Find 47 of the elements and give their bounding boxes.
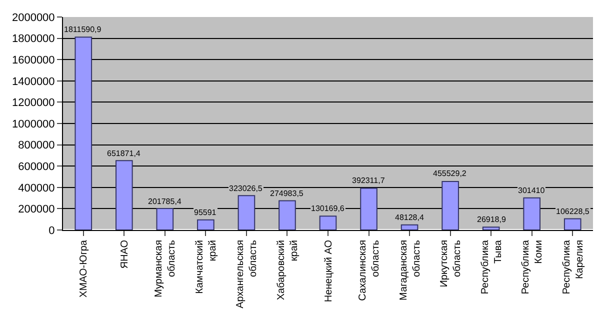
x-tick-label: ЯНАО [119, 240, 130, 269]
bar [482, 226, 500, 230]
bar [278, 200, 296, 230]
data-label: 455529,2 [433, 169, 467, 178]
data-label: 201785,4 [148, 197, 182, 206]
x-tick-label: Республика Коми [520, 240, 545, 294]
bar [319, 216, 337, 230]
y-tick-label: 2000000 [12, 12, 55, 24]
data-label: 106228,5 [556, 207, 590, 216]
x-tick-label: Камчатский край [194, 240, 218, 294]
bar [360, 188, 378, 230]
x-tick-label: ХМАО-Югра [78, 240, 90, 298]
bar [116, 160, 133, 230]
y-tick-label: 600000 [18, 160, 55, 173]
bar [238, 195, 256, 230]
data-label: 1811590,9 [64, 25, 102, 34]
data-label: 323026,5 [229, 184, 263, 193]
bar [523, 197, 540, 230]
data-label: 651871,4 [107, 149, 141, 158]
x-tick-label: Мурманская область [154, 240, 178, 298]
data-label: 130169,6 [311, 204, 345, 213]
y-tick-label: 1400000 [12, 76, 55, 88]
y-tick-label: 400000 [18, 182, 55, 194]
y-tick-label: 0 [48, 224, 55, 237]
bar [74, 36, 92, 230]
y-tick-label: 800000 [18, 140, 55, 152]
x-tick-label: Хабаровский край [276, 240, 300, 300]
data-label: 392311,7 [352, 176, 386, 185]
x-tick-label: Республика Тыва [480, 240, 504, 294]
data-label: 274983,5 [270, 189, 304, 198]
bar [442, 180, 459, 230]
data-label: 26918,9 [477, 215, 506, 224]
x-tick-label: Сахалинская область [358, 240, 382, 301]
x-tick-label: Республика Карелия [561, 240, 586, 294]
y-tick-label: 1000000 [12, 118, 55, 130]
bar [197, 219, 214, 230]
y-tick-label: 200000 [18, 204, 55, 216]
x-tick-label: Ненецкий АО [323, 240, 334, 302]
y-tick-label: 1200000 [12, 97, 55, 110]
bar [400, 224, 418, 230]
data-label: 301410 [518, 186, 546, 195]
bar [564, 218, 582, 230]
y-tick-label: 1800000 [12, 33, 55, 46]
y-tick-label: 1600000 [12, 54, 55, 66]
data-label: 48128,4 [395, 213, 424, 222]
bar [156, 208, 174, 230]
data-label: 95591 [194, 208, 217, 217]
